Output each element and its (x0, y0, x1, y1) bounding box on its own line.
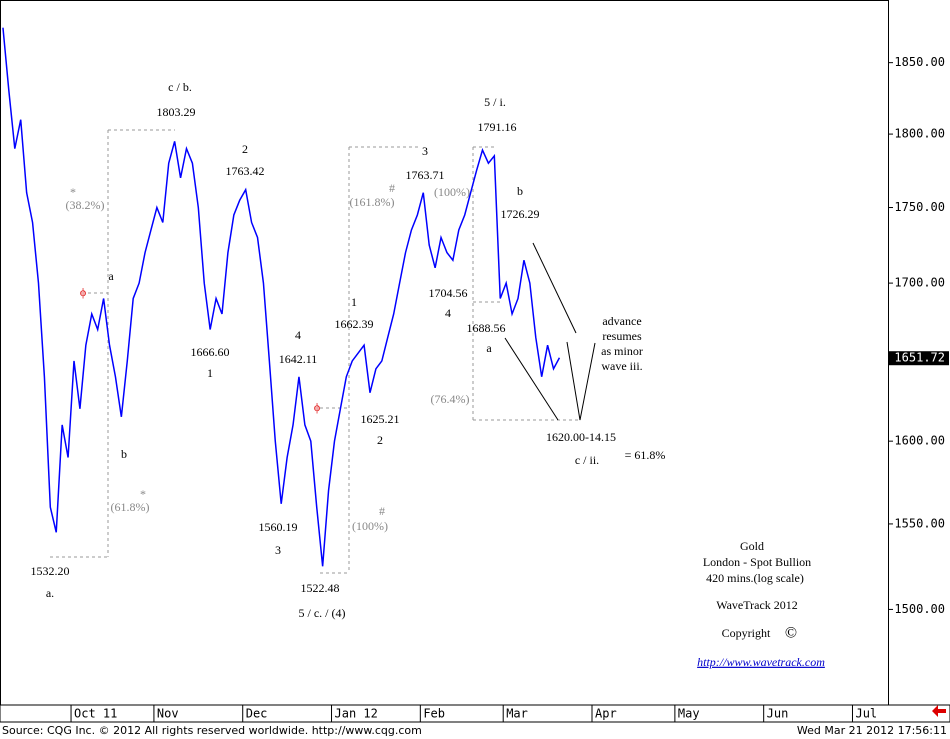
info-text: London - Spot Bullion (703, 555, 811, 569)
annotation: 5 / i. (484, 95, 506, 109)
annotation: resumes (602, 329, 642, 343)
annotation: 1791.16 (478, 120, 517, 134)
x-tick-label: Apr (595, 707, 617, 721)
annotation: 1625.21 (361, 412, 400, 426)
annotation: 1560.19 (259, 520, 298, 534)
annotation: (100%) (434, 185, 470, 199)
info-text: 420 mins.(log scale) (706, 571, 804, 585)
annotations: c / b. 1803.29 2 1763.42 1666.60 1 4 1642.11 156… (31, 80, 666, 620)
last-price-label: 1651.72 (894, 351, 945, 365)
x-tick-label: Dec (246, 707, 268, 721)
annotation: wave iii. (601, 359, 642, 373)
annotation: as minor (601, 344, 643, 358)
annotation: * (140, 487, 146, 501)
x-tick-label: Nov (157, 707, 179, 721)
y-tick-label: 1550.00 (894, 516, 945, 530)
annotation: 1666.60 (191, 345, 230, 359)
price-line (2, 27, 561, 567)
annotation: 1 (207, 366, 213, 380)
channel-line (532, 242, 577, 334)
annotation: b (517, 184, 523, 198)
annotation: a (108, 269, 114, 283)
annotation: (38.2%) (66, 198, 105, 212)
annotation: 1704.56 (429, 286, 468, 300)
projection (566, 341, 596, 421)
website-link[interactable]: http://www.wavetrack.com (697, 655, 825, 669)
info-text: Gold (740, 539, 764, 553)
annotation: 3 (275, 543, 281, 557)
annotation: c / b. (168, 80, 192, 94)
x-tick-label: Feb (423, 707, 445, 721)
axes: 1500.001550.001600.001650.001700.001750.… (70, 55, 949, 722)
annotation: 1620.00-14.15 (546, 430, 616, 444)
annotation: ϕ (314, 400, 320, 414)
x-tick-label: Jul (855, 707, 877, 721)
annotation: 4 (295, 328, 301, 342)
annotation: a. (46, 586, 54, 600)
last-price-box (889, 351, 949, 366)
annotation: 1522.48 (301, 581, 340, 595)
series-layer (2, 27, 561, 567)
copyright-symbol: © (785, 625, 797, 642)
annotation: c / ii. (575, 453, 599, 467)
annotation: 5 / c. / (4) (299, 606, 346, 620)
annotation: 2 (377, 433, 383, 447)
projection-lines (504, 242, 596, 421)
y-tick-label: 1600.00 (894, 434, 945, 448)
annotation: ϕ (80, 285, 86, 299)
guides (50, 129, 580, 574)
annotation: 2 (242, 142, 248, 156)
source: Source: CQG Inc. © 2012 All rights reser… (2, 724, 422, 737)
info-text: Copyright (722, 626, 771, 640)
annotation: 1763.71 (406, 168, 445, 182)
info-box: Gold London - Spot Bullion 420 mins.(log… (697, 539, 825, 669)
annotation: = 61.8% (625, 448, 666, 462)
y-tick-label: 1750.00 (894, 200, 945, 214)
annotation: (100%) (352, 519, 388, 533)
x-tick-label: Mar (506, 707, 528, 721)
annotation: # (379, 504, 385, 518)
x-tick-label: Jun (767, 707, 789, 721)
y-tick-label: 1500.00 (894, 602, 945, 616)
annotation: 3 (422, 144, 428, 158)
annotation: # (389, 181, 395, 195)
scroll-arrow[interactable] (932, 705, 946, 717)
annotation: 1642.11 (279, 352, 318, 366)
annotation: advance (602, 314, 641, 328)
annotation: 4 (445, 306, 451, 320)
annotation: a (486, 341, 492, 355)
x-tick-label: May (678, 707, 700, 721)
info-text: WaveTrack 2012 (716, 598, 798, 612)
annotation: b (121, 447, 127, 461)
annotation: * (70, 185, 76, 199)
annotation: 1532.20 (31, 564, 70, 578)
channel-line (504, 337, 559, 421)
x-tick-label: Oct 11 (74, 707, 117, 721)
x-axis-bar (0, 704, 950, 723)
timestamp: Wed Mar 21 2012 17:56:11 (797, 724, 947, 737)
annotation: 1662.39 (335, 317, 374, 331)
y-tick-label: 1800.00 (894, 127, 945, 141)
annotation: 1726.29 (501, 207, 540, 221)
annotation: (161.8%) (350, 195, 395, 209)
y-tick-label: 1850.00 (894, 55, 945, 69)
annotation: 1 (351, 295, 357, 309)
y-tick-label: 1700.00 (894, 276, 945, 290)
annotation: 1763.42 (226, 164, 265, 178)
x-tick-label: Jan 12 (335, 707, 378, 721)
annotation: (76.4%) (431, 392, 470, 406)
annotation: 1803.29 (157, 105, 196, 119)
annotation: (61.8%) (111, 500, 150, 514)
annotation: 1688.56 (467, 321, 506, 335)
